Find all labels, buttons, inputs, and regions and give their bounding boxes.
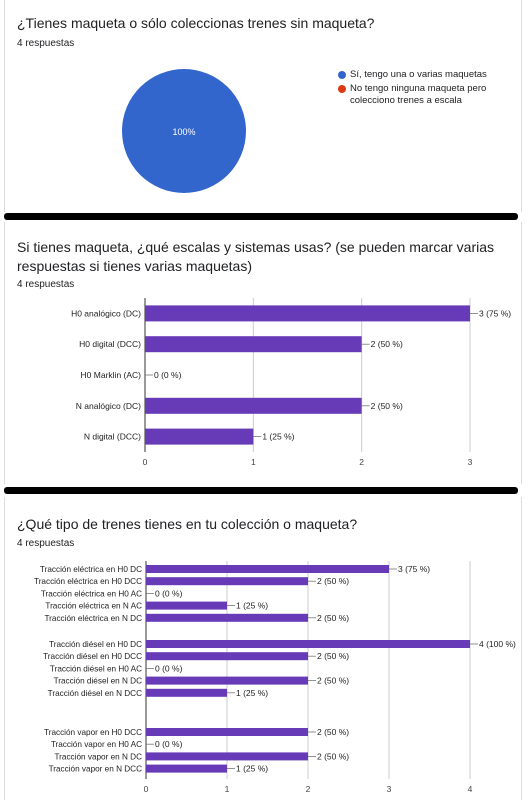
bar[interactable] bbox=[145, 305, 470, 322]
x-tick-label: 3 bbox=[387, 784, 392, 794]
category-label: Tracción eléctrica en N AC bbox=[45, 602, 142, 611]
data-label: 1 (25 %) bbox=[236, 688, 268, 698]
data-label: 1 (25 %) bbox=[236, 601, 268, 611]
category-label: Tracción vapor en N DC bbox=[54, 752, 142, 761]
data-label: 1 (25 %) bbox=[236, 764, 268, 774]
response-count: 4 respuestas bbox=[17, 279, 75, 290]
bar[interactable] bbox=[146, 676, 308, 685]
category-label: H0 Marklin (AC) bbox=[81, 370, 142, 380]
legend-item-yes[interactable]: Sí, tengo una o varias maquetas bbox=[338, 69, 500, 81]
data-label: 2 (50 %) bbox=[317, 576, 349, 586]
question-card-1: ¿Tienes maqueta o sólo coleccionas trene… bbox=[4, 0, 522, 212]
pie-slice[interactable] bbox=[122, 69, 246, 193]
question-title-line-2: respuestas si tienes varias maquetas) bbox=[17, 258, 252, 274]
category-label: Tracción diésel en H0 AC bbox=[50, 664, 142, 673]
bar[interactable] bbox=[146, 577, 308, 586]
bar[interactable] bbox=[146, 565, 389, 573]
bar[interactable] bbox=[145, 336, 362, 353]
bar[interactable] bbox=[146, 764, 227, 773]
x-tick-label: 2 bbox=[359, 457, 364, 467]
data-label: 2 (50 %) bbox=[317, 651, 349, 661]
question-title: ¿Qué tipo de trenes tienes en tu colecci… bbox=[17, 516, 358, 532]
bar[interactable] bbox=[146, 752, 308, 761]
category-label: Tracción diésel en N DC bbox=[54, 677, 143, 686]
pie-chart: 100% bbox=[122, 69, 246, 193]
x-tick-label: 1 bbox=[225, 784, 230, 794]
legend-label: Sí, tengo una o varias maquetas bbox=[350, 69, 487, 80]
legend-dot-red bbox=[338, 85, 346, 93]
category-label: Tracción vapor en H0 DCC bbox=[44, 728, 142, 737]
bar[interactable] bbox=[146, 601, 227, 610]
data-label: 1 (25 %) bbox=[262, 432, 294, 442]
category-label: N digital (DCC) bbox=[84, 432, 141, 442]
bar[interactable] bbox=[145, 428, 254, 445]
bar[interactable] bbox=[146, 652, 308, 661]
legend-dot-blue bbox=[338, 71, 346, 79]
pie-slice-label: 100% bbox=[172, 127, 195, 137]
category-label: N analógico (DC) bbox=[76, 401, 141, 411]
category-label: Tracción diésel en H0 DC bbox=[49, 640, 142, 649]
pie-legend: Sí, tengo una o varias maquetas No tengo… bbox=[338, 69, 500, 109]
category-label: Tracción diésel en H0 DCC bbox=[43, 652, 142, 661]
data-label: 3 (75 %) bbox=[398, 564, 430, 574]
category-label: Tracción eléctrica en H0 AC bbox=[41, 589, 142, 598]
bar[interactable] bbox=[146, 613, 308, 622]
bar-chart-train-types: 0 1 2 3 4 Tracción eléctrica en H0 DC 3 (75 %)… bbox=[34, 561, 516, 794]
x-tick-label: 1 bbox=[251, 457, 256, 467]
card-divider bbox=[4, 487, 518, 494]
question-card-2: Si tienes maqueta, ¿qué escalas y sistem… bbox=[4, 222, 522, 484]
category-label: Tracción eléctrica en H0 DC bbox=[40, 565, 142, 574]
category-label: Tracción vapor en H0 AC bbox=[51, 740, 142, 749]
bar[interactable] bbox=[146, 688, 227, 697]
data-label: 2 (50 %) bbox=[317, 613, 349, 623]
category-label: Tracción diésel en N DCC bbox=[48, 689, 142, 698]
x-tick-label: 3 bbox=[468, 457, 473, 467]
data-label: 0 (0 %) bbox=[154, 370, 182, 380]
data-label: 2 (50 %) bbox=[317, 727, 349, 737]
card-divider bbox=[4, 213, 518, 220]
x-tick-label: 2 bbox=[306, 784, 311, 794]
data-label: 3 (75 %) bbox=[479, 308, 511, 318]
bar-chart-scales: 0 1 2 3 H0 analógico (DC) 3 (75 %) H0 digital … bbox=[71, 298, 511, 467]
data-label: 0 (0 %) bbox=[155, 663, 183, 673]
category-label: Tracción vapor en N DCC bbox=[49, 765, 143, 774]
category-label: Tracción eléctrica en N DC bbox=[44, 614, 142, 623]
legend-label: No tengo ninguna maqueta pero colecciono… bbox=[350, 83, 487, 106]
data-label: 2 (50 %) bbox=[371, 401, 403, 411]
data-label: 0 (0 %) bbox=[155, 588, 183, 598]
response-count: 4 respuestas bbox=[17, 538, 75, 549]
category-label: H0 analógico (DC) bbox=[71, 308, 141, 318]
category-label: H0 digital (DCC) bbox=[79, 339, 141, 349]
question-card-3: ¿Qué tipo de trenes tienes en tu colecci… bbox=[4, 497, 522, 800]
data-label: 0 (0 %) bbox=[155, 739, 183, 749]
bar[interactable] bbox=[145, 397, 362, 414]
x-tick-label: 0 bbox=[143, 457, 148, 467]
legend-item-no[interactable]: No tengo ninguna maqueta pero colecciono… bbox=[338, 83, 500, 107]
question-title: ¿Tienes maqueta o sólo coleccionas trene… bbox=[17, 15, 375, 31]
question-title-line-1: Si tienes maqueta, ¿qué escalas y sistem… bbox=[17, 239, 495, 255]
category-label: Tracción eléctrica en H0 DCC bbox=[34, 577, 142, 586]
data-label: 4 (100 %) bbox=[479, 639, 516, 649]
data-label: 2 (50 %) bbox=[317, 751, 349, 761]
data-label: 2 (50 %) bbox=[317, 676, 349, 686]
response-count: 4 respuestas bbox=[17, 38, 75, 49]
x-tick-label: 4 bbox=[468, 784, 473, 794]
data-label: 2 (50 %) bbox=[371, 339, 403, 349]
bar[interactable] bbox=[146, 640, 470, 648]
bar[interactable] bbox=[146, 728, 308, 736]
x-tick-label: 0 bbox=[144, 784, 149, 794]
